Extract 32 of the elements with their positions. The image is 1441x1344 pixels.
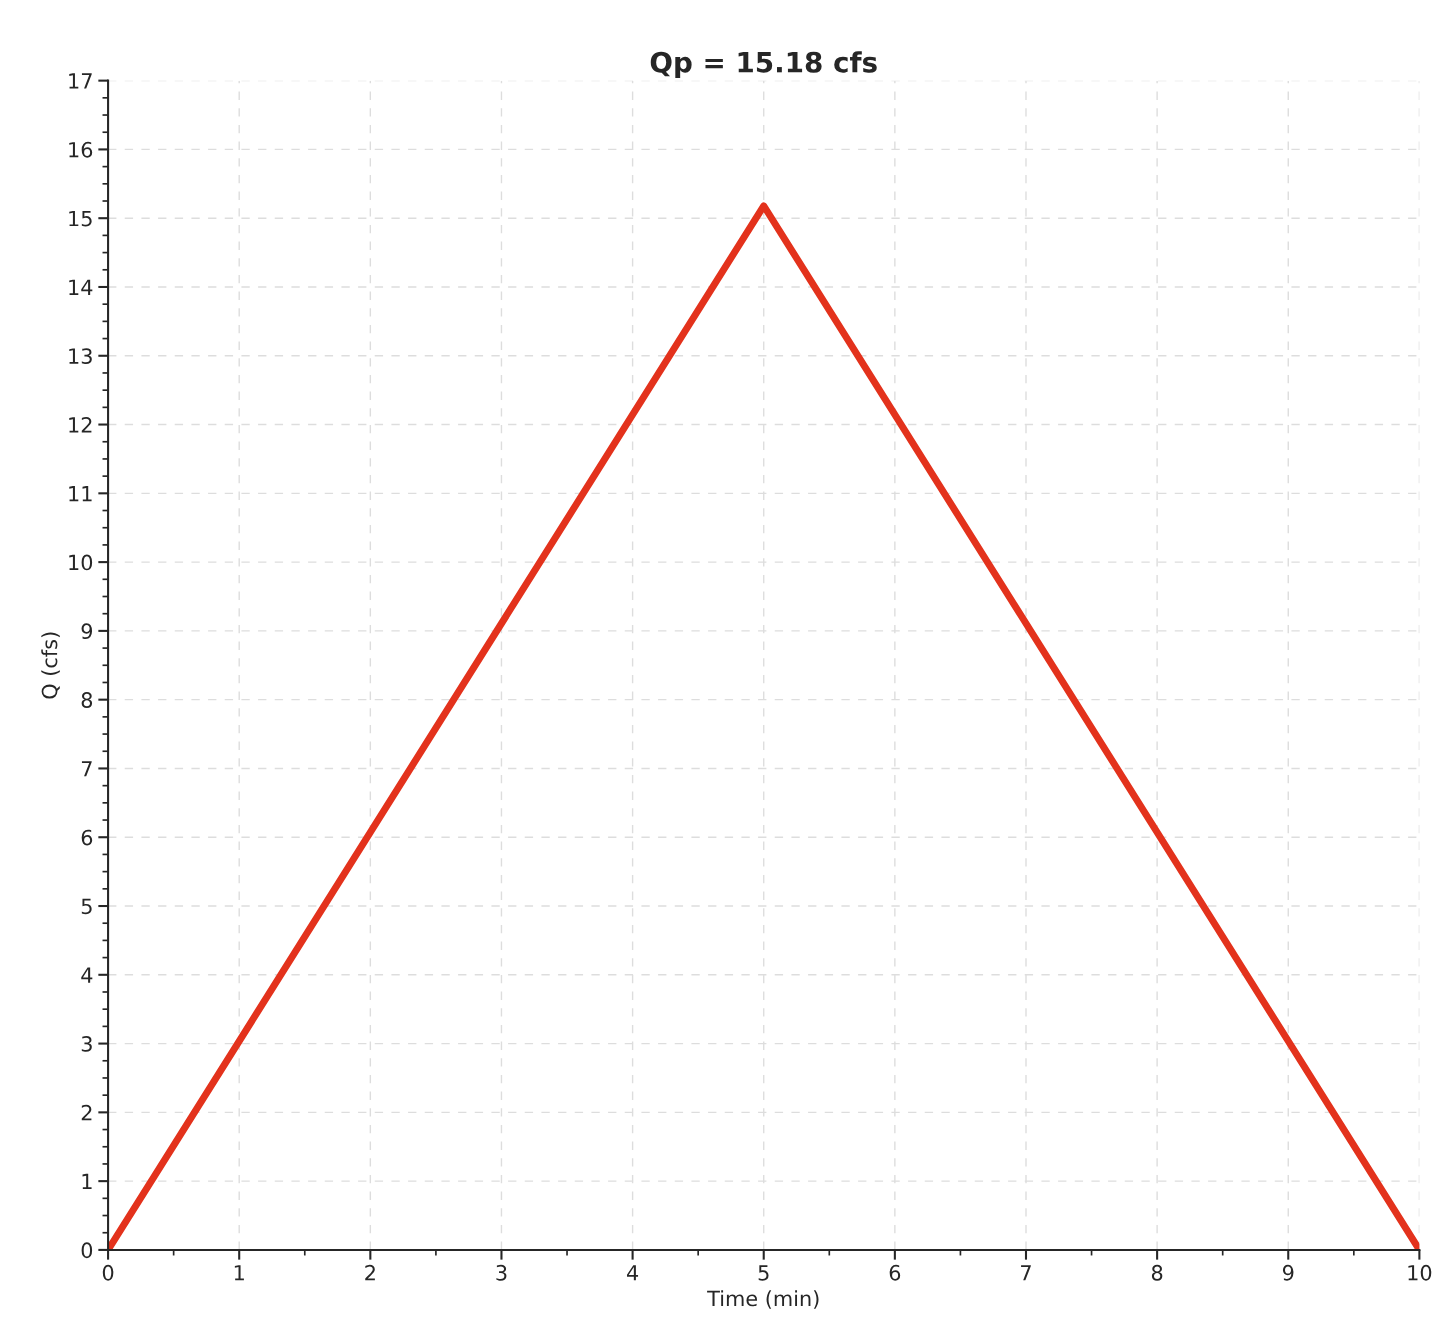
y-tick-label: 2: [81, 1104, 92, 1121]
x-tick-label: 7: [1021, 1265, 1031, 1281]
x-tick-label: 2: [365, 1264, 375, 1281]
x-tick-label: 5: [758, 1265, 769, 1281]
y-tick-label: 3: [81, 1036, 92, 1052]
x-tick-label: 10: [1408, 1264, 1432, 1281]
y-tick-label: 8: [81, 692, 93, 708]
chart-title: Qp = 15.18 cfs: [650, 51, 877, 79]
x-tick-label: 4: [626, 1265, 639, 1281]
x-axis-title: Time (min): [707, 1290, 819, 1309]
y-tick-label: 12: [69, 417, 92, 433]
y-tick-label: 6: [81, 829, 93, 846]
y-tick-label: 14: [69, 279, 93, 295]
y-tick-label: 4: [81, 967, 93, 983]
y-tick-label: 10: [69, 554, 93, 571]
y-tick-label: 13: [69, 348, 92, 364]
x-tick-label: 0: [102, 1264, 114, 1281]
y-tick-label: 17: [69, 73, 92, 89]
x-tick-label: 3: [496, 1264, 507, 1281]
y-tick-label: 9: [81, 623, 93, 640]
y-axis-title: Q (cfs): [41, 632, 60, 699]
x-tick-label: 9: [1282, 1264, 1294, 1281]
x-tick-label: 1: [234, 1265, 244, 1281]
x-tick-label: 6: [889, 1264, 901, 1281]
y-tick-label: 0: [81, 1242, 93, 1259]
y-tick-label: 11: [69, 486, 92, 502]
y-tick-label: 5: [81, 898, 92, 915]
y-tick-label: 15: [69, 210, 92, 227]
x-tick-label: 8: [1151, 1264, 1163, 1281]
y-tick-label: 16: [69, 141, 93, 158]
y-tick-label: 7: [81, 761, 92, 777]
y-tick-label: 1: [82, 1173, 92, 1190]
